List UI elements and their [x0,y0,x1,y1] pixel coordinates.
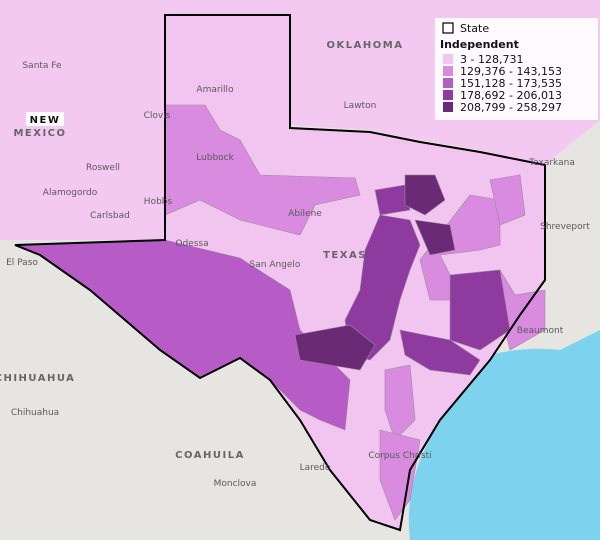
legend-swatch [443,90,453,100]
place-label: Laredo [300,463,331,473]
district [399,329,481,376]
place-label: Lawton [344,101,377,111]
place-label: Alamogordo [43,188,98,198]
legend-swatch [443,54,453,64]
place-label: San Angelo [250,260,301,270]
place-label: Roswell [86,163,120,173]
new-mexico [0,0,165,240]
region-label: NEW [30,115,61,126]
region-label: CHIHUAHUA [0,373,75,384]
region-label: COAHUILA [175,450,245,461]
district [404,174,446,216]
place-label: Abilene [288,209,322,219]
legend-label: 129,376 - 143,153 [460,65,562,78]
place-label: Shreveport [540,222,590,232]
place-label: Clovis [144,111,171,121]
legend-label: State [460,22,489,35]
legend-title: Independent [440,38,519,51]
place-label: Hobbs [144,197,173,207]
label-box [26,112,64,126]
legend-box [435,18,598,120]
place-label: Lubbock [196,153,234,163]
legend-label: 178,692 - 206,013 [460,89,562,102]
place-label: Carlsbad [90,211,130,221]
district [164,104,361,236]
legend-swatch [443,66,453,76]
district [294,324,376,371]
legend-label: 151,128 - 173,535 [460,77,562,90]
district [384,364,416,441]
legend-swatch [443,78,453,88]
legend-swatch [442,22,454,34]
place-label: Santa Fe [22,61,62,71]
district [489,174,526,226]
place-label: Corpus Christi [368,451,431,461]
legend-swatch [443,102,453,112]
place-label: Beaumont [517,326,564,336]
district [449,269,511,351]
district [414,219,456,256]
region-label: OKLAHOMA [327,40,404,51]
state-outline [14,14,546,532]
place-labels: OKLAHOMA NEW MEXICO TEXAS CHIHUAHUA COAH… [0,40,590,489]
district [344,214,421,361]
legend-label: 208,799 - 258,297 [460,101,562,114]
place-label: Texarkana [528,158,575,168]
place-label: Odessa [175,239,208,249]
district [374,184,411,216]
districts [14,14,546,531]
place-label: Monclova [214,479,257,489]
water [408,330,600,540]
region-label: TEXAS [323,250,367,261]
place-label: Amarillo [196,85,234,95]
place-label: Chihuahua [11,408,59,418]
legend-label: 3 - 128,731 [460,53,523,66]
place-label: El Paso [6,258,38,268]
region-label: MEXICO [13,128,66,139]
